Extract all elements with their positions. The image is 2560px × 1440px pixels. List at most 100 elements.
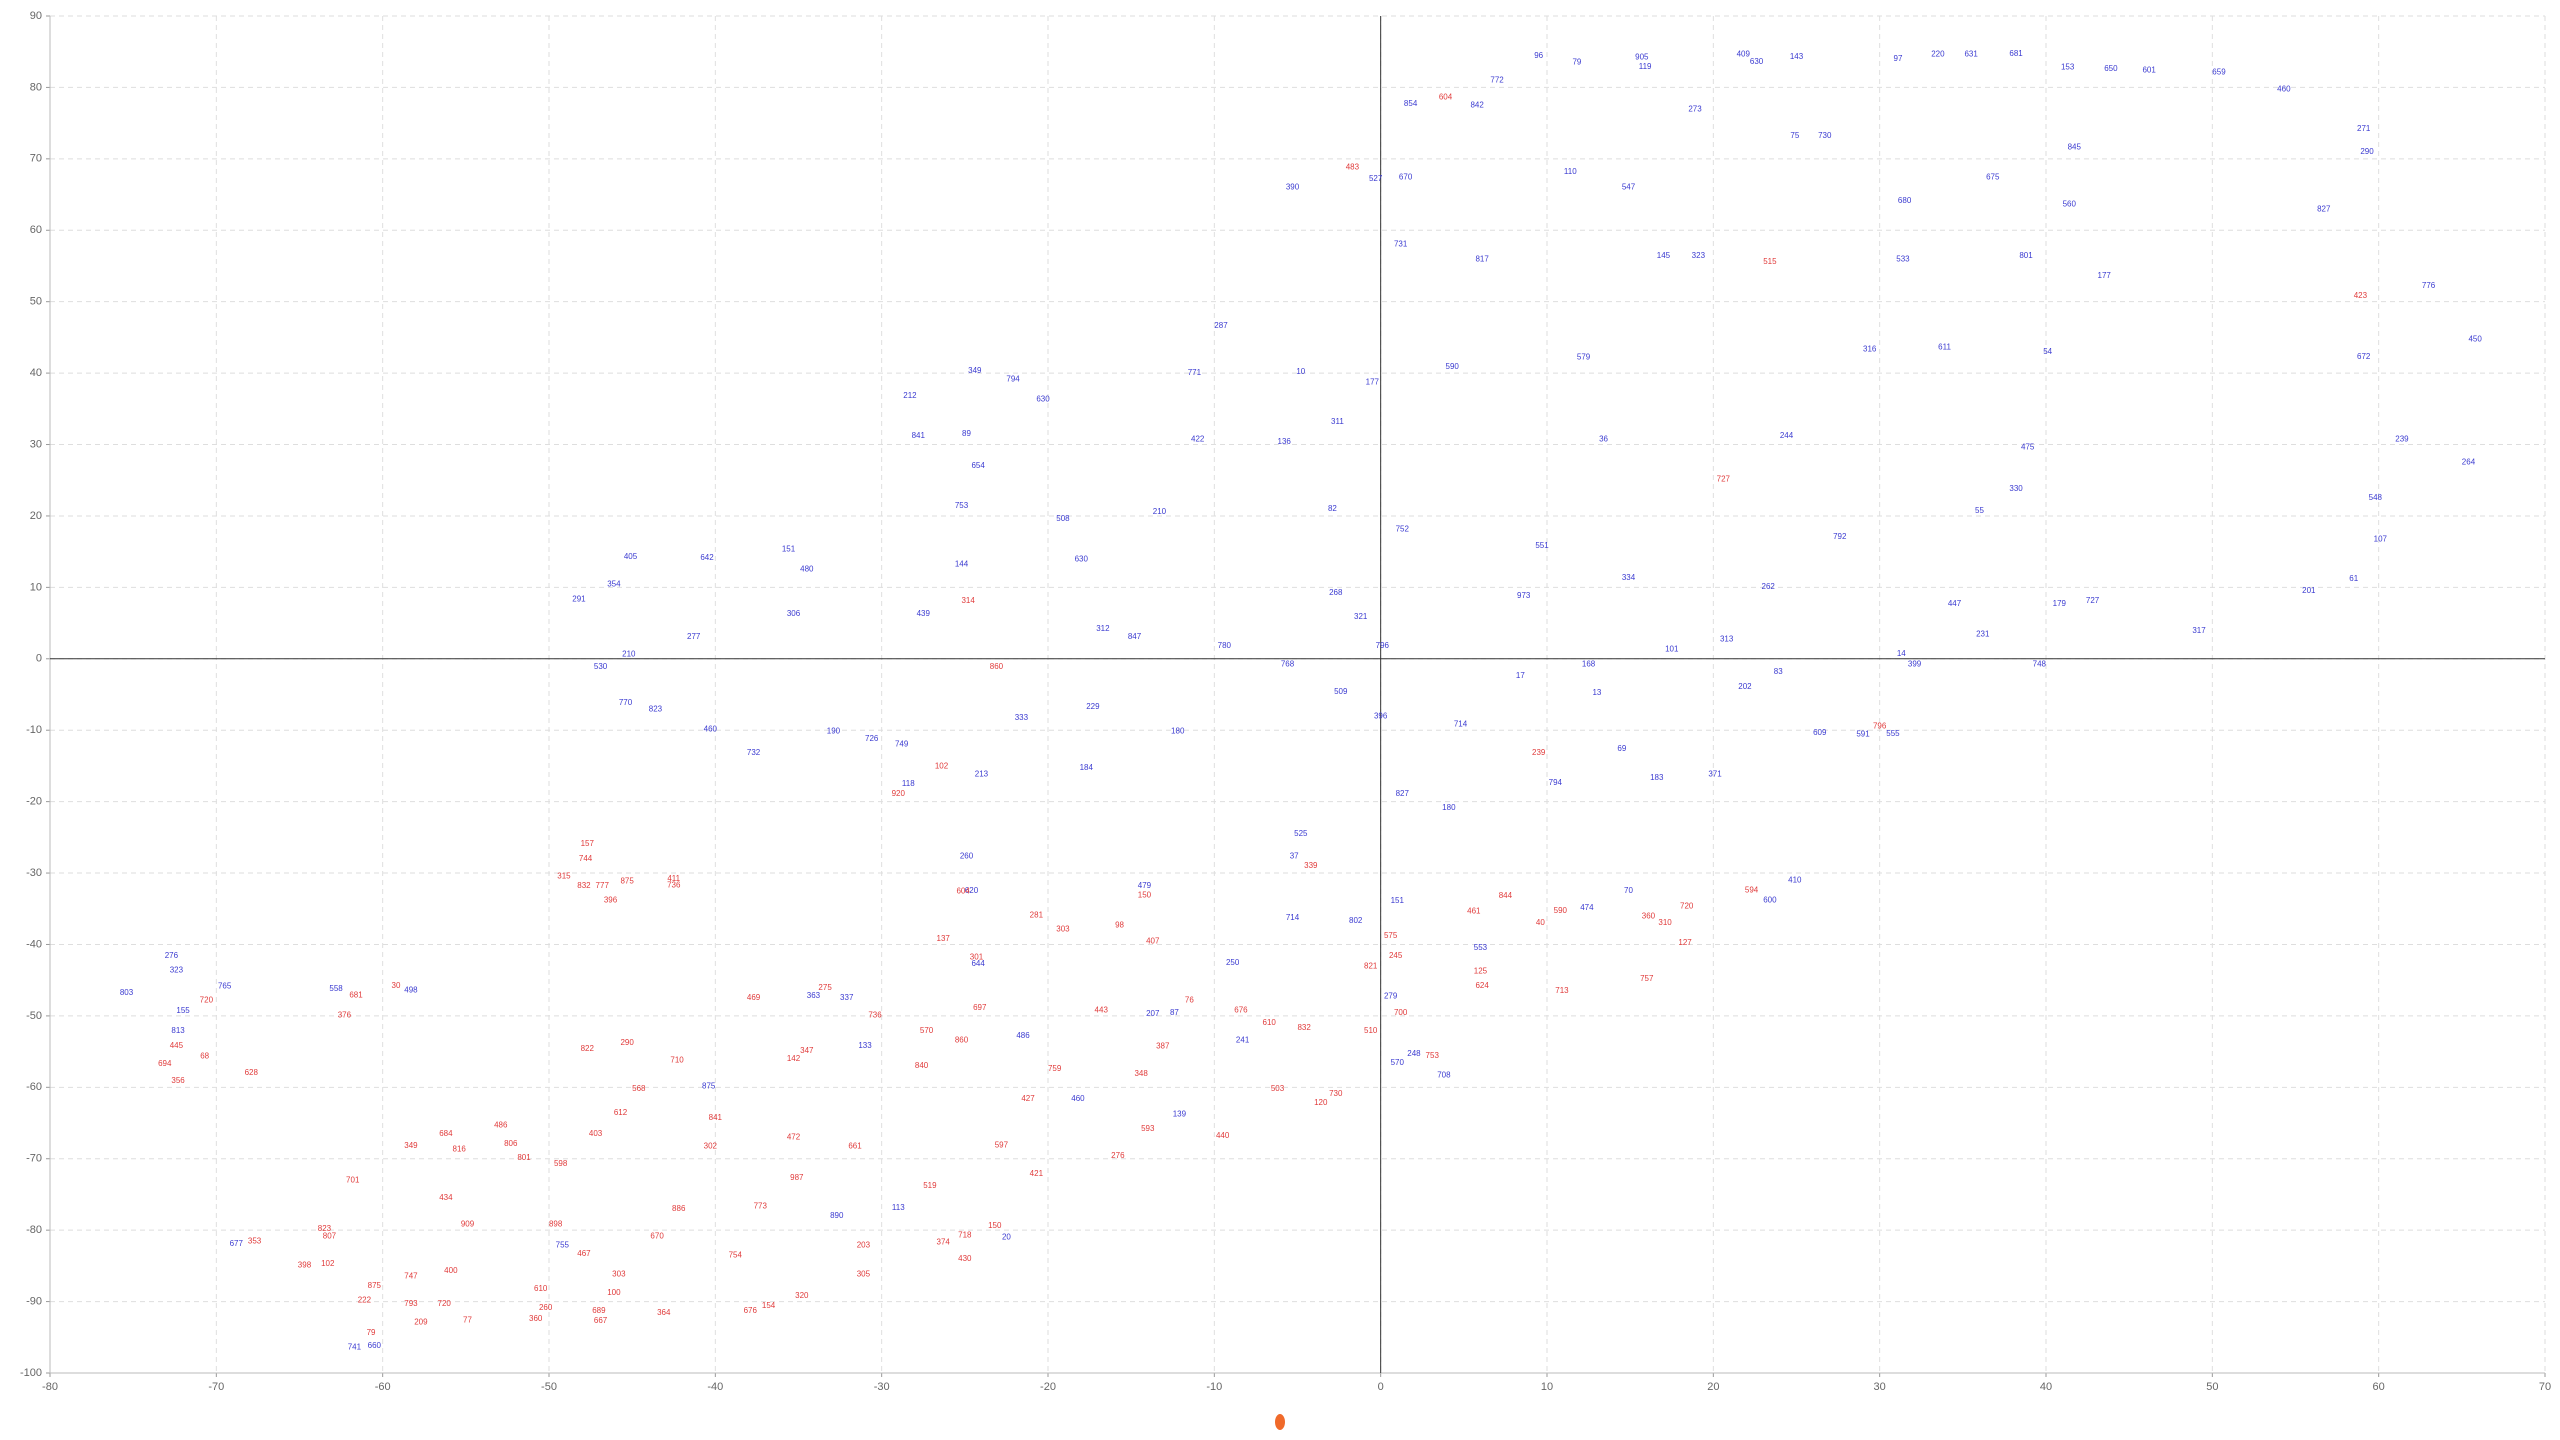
point-label: 753 [955,501,969,510]
point-label: 708 [1437,1070,1451,1079]
point-label: 101 [1665,645,1679,654]
point-label: 661 [848,1142,862,1151]
point-label: 120 [1314,1098,1328,1107]
point-label: 239 [2395,435,2409,444]
point-label: 801 [517,1153,531,1162]
point-label: 530 [594,662,608,671]
point-label: 70 [1624,886,1633,895]
point-label: 421 [1030,1169,1044,1178]
point-label: 827 [1396,789,1410,798]
y-tick-label: -50 [26,1010,42,1022]
point-label: 301 [970,952,984,961]
point-label: 796 [1873,722,1887,731]
scroll-handle[interactable] [1275,1414,1285,1430]
point-label: 676 [1234,1005,1248,1014]
point-label: 210 [1153,507,1167,516]
x-tick-label: -30 [874,1381,890,1393]
point-label: 144 [955,560,969,569]
point-label: 777 [596,881,610,890]
point-label: 83 [1774,667,1783,676]
point-label: 315 [557,872,571,881]
point-label: 277 [687,632,701,641]
point-label: 754 [729,1250,743,1259]
x-tick-label: 50 [2206,1381,2218,1393]
point-label: 410 [1788,875,1802,884]
point-label: 447 [1948,599,1962,608]
point-label: 77 [463,1315,472,1324]
point-label: 273 [1688,105,1702,114]
point-label: 371 [1708,770,1722,779]
point-label: 180 [1442,803,1456,812]
point-label: 364 [657,1308,671,1317]
point-label: 190 [827,727,841,736]
point-label: 727 [2086,596,2100,605]
point-label: 773 [754,1202,768,1211]
point-label: 472 [787,1132,801,1141]
point-label: 290 [620,1038,634,1047]
point-label: 310 [1658,918,1672,927]
y-tick-label: -100 [20,1367,42,1379]
point-label: 423 [2354,291,2368,300]
point-label: 321 [1354,612,1368,621]
y-tick-label: 80 [30,81,42,93]
point-label: 312 [1096,624,1110,633]
point-label: 752 [1396,525,1410,534]
point-label: 591 [1856,730,1870,739]
point-label: 184 [1080,763,1094,772]
point-label: 875 [620,877,634,886]
point-label: 460 [2277,85,2291,94]
point-label: 303 [1056,925,1070,934]
point-label: 127 [1678,938,1692,947]
point-label: 611 [1938,343,1951,352]
point-label: 654 [971,461,985,470]
point-label: 360 [1642,912,1656,921]
point-label: 36 [1599,435,1608,444]
point-label: 411 [667,874,680,883]
y-tick-label: -60 [26,1081,42,1093]
point-label: 796 [1376,641,1390,650]
point-label: 755 [556,1240,570,1249]
point-label: 689 [592,1306,606,1315]
point-label: 630 [1075,555,1089,564]
point-label: 68 [200,1052,209,1061]
point-label: 133 [858,1041,872,1050]
point-label: 337 [840,993,854,1002]
point-label: 694 [158,1059,172,1068]
point-label: 460 [1071,1094,1085,1103]
y-tick-label: 40 [30,367,42,379]
point-label: 697 [973,1003,987,1012]
point-label: 509 [1334,687,1348,696]
point-label: 628 [245,1068,259,1077]
point-label: 460 [704,725,718,734]
point-label: 486 [1016,1031,1030,1040]
point-label: 822 [581,1044,595,1053]
point-label: 749 [895,740,909,749]
x-tick-label: -80 [42,1381,58,1393]
point-label: 823 [649,705,663,714]
point-label: 339 [1304,861,1318,870]
point-label: 356 [171,1076,185,1085]
x-tick-label: -40 [707,1381,723,1393]
point-label: 20 [1002,1232,1011,1241]
point-label: 973 [1517,591,1531,600]
point-label: 802 [1349,916,1363,925]
point-label: 886 [672,1204,686,1213]
point-label: 354 [607,580,621,589]
point-label: 527 [1369,174,1383,183]
point-label: 409 [1737,50,1751,59]
point-label: 139 [1173,1110,1187,1119]
x-tick-label: -50 [541,1381,557,1393]
point-label: 110 [1564,167,1577,176]
point-label: 102 [935,762,949,771]
x-tick-label: 60 [2373,1381,2385,1393]
point-label: 594 [1745,885,1759,894]
point-label: 753 [1426,1051,1440,1060]
point-label: 268 [1329,588,1343,597]
point-label: 510 [1364,1026,1378,1035]
point-label: 330 [2009,484,2023,493]
point-label: 700 [1394,1008,1408,1017]
point-label: 287 [1214,321,1228,330]
point-label: 37 [1290,852,1299,861]
point-label: 76 [1185,995,1194,1004]
